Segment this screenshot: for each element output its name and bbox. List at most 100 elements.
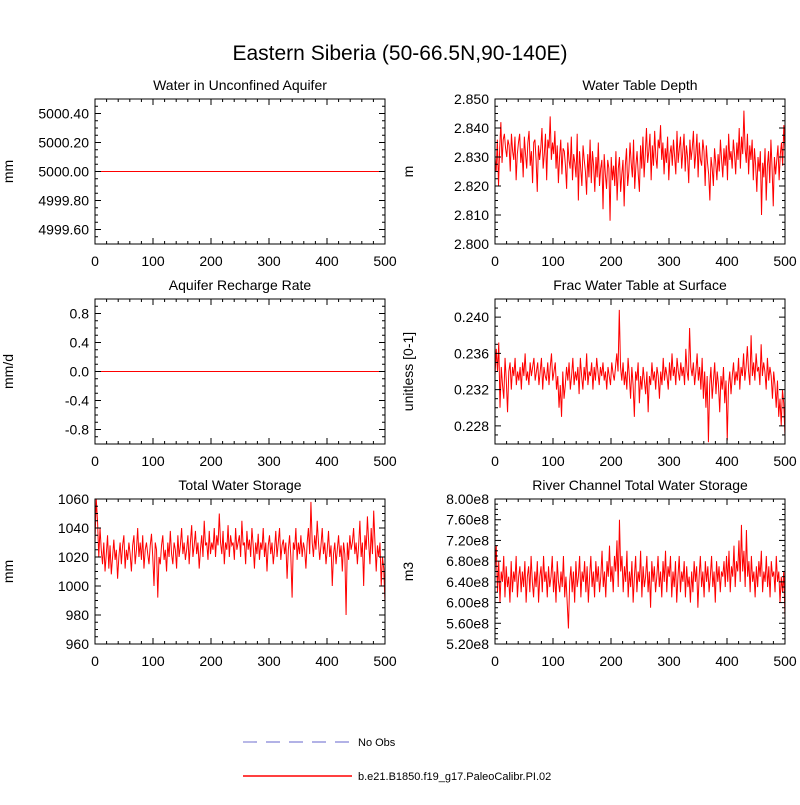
y-tick-label: 1040 — [58, 520, 89, 536]
series-line-0 — [94, 498, 386, 616]
y-tick-label: 5000.20 — [38, 135, 89, 151]
y-tick-label: 4999.80 — [38, 193, 89, 209]
x-tick-label: 0 — [491, 453, 499, 469]
x-tick-label: 500 — [373, 253, 397, 269]
y-tick-label: 5.20e8 — [446, 636, 489, 652]
panel-1: Water Table Depth m 0 100 200 300 400 500 2.800 2… — [400, 77, 797, 269]
y-tick-label: 7.60e8 — [446, 512, 489, 528]
x-tick-label: 100 — [141, 653, 165, 669]
y-tick-label: 0.240 — [454, 309, 489, 325]
y-tick-label: 2.830 — [454, 149, 489, 165]
x-tick-label: 200 — [599, 653, 623, 669]
x-tick-label: 200 — [199, 253, 223, 269]
y-tick-label: 1000 — [58, 578, 89, 594]
x-tick-label: 500 — [773, 253, 797, 269]
y-tick-label: -0.4 — [65, 393, 89, 409]
x-tick-label: 100 — [541, 453, 565, 469]
x-tick-label: 400 — [315, 453, 339, 469]
x-tick-label: 400 — [715, 253, 739, 269]
x-tick-label: 400 — [315, 253, 339, 269]
y-tick-label: 0.236 — [454, 345, 489, 361]
x-tick-label: 200 — [599, 253, 623, 269]
panel-title: Water in Unconfined Aquifer — [153, 77, 327, 93]
x-tick-label: 200 — [199, 453, 223, 469]
panel-title: River Channel Total Water Storage — [532, 477, 748, 493]
y-tick-label: 2.800 — [454, 236, 489, 252]
x-tick-label: 0 — [491, 253, 499, 269]
y-tick-label: 0.0 — [70, 364, 90, 380]
y-tick-label: 5.60e8 — [446, 615, 489, 631]
x-tick-label: 300 — [257, 253, 281, 269]
series-line-0 — [494, 309, 786, 443]
y-tick-label: 7.20e8 — [446, 532, 489, 548]
y-axis-label: mm — [0, 560, 16, 583]
figure-title: Eastern Siberia (50-66.5N,90-140E) — [232, 42, 567, 65]
panel-5: River Channel Total Water Storage m3 0 100 2… — [400, 477, 797, 669]
x-tick-label: 500 — [773, 653, 797, 669]
x-tick-label: 200 — [199, 653, 223, 669]
y-axis-label: unitless [0-1] — [400, 332, 416, 411]
panel-title: Total Water Storage — [178, 477, 301, 493]
y-tick-label: 2.850 — [454, 91, 489, 107]
y-tick-label: 2.810 — [454, 207, 489, 223]
panels: Water in Unconfined Aquifer mm 0 100 200 300 4… — [0, 77, 797, 669]
y-tick-label: 5000.00 — [38, 164, 89, 180]
panel-title: Water Table Depth — [582, 77, 697, 93]
x-tick-label: 0 — [491, 653, 499, 669]
x-tick-label: 0 — [91, 453, 99, 469]
x-tick-label: 100 — [141, 453, 165, 469]
x-tick-label: 100 — [541, 653, 565, 669]
x-tick-label: 400 — [315, 653, 339, 669]
y-tick-label: 1020 — [58, 549, 89, 565]
panel-4: Total Water Storage mm 0 100 200 300 400 500 960… — [0, 477, 397, 669]
x-tick-label: 100 — [141, 253, 165, 269]
x-tick-label: 400 — [715, 453, 739, 469]
y-tick-label: 2.820 — [454, 178, 489, 194]
series-line-0 — [494, 519, 786, 629]
panel-title: Frac Water Table at Surface — [553, 277, 727, 293]
y-tick-label: 5000.40 — [38, 106, 89, 122]
x-tick-label: 300 — [657, 453, 681, 469]
x-tick-label: 300 — [657, 253, 681, 269]
y-tick-label: 0.8 — [70, 306, 90, 322]
x-tick-label: 300 — [257, 653, 281, 669]
x-tick-label: 400 — [715, 653, 739, 669]
x-tick-label: 0 — [91, 253, 99, 269]
y-tick-label: 6.80e8 — [446, 553, 489, 569]
y-tick-label: 1060 — [58, 491, 89, 507]
panel-2: Aquifer Recharge Rate mm/d 0 100 200 300 400 50… — [0, 277, 397, 469]
panel-title: Aquifer Recharge Rate — [169, 277, 312, 293]
y-tick-label: 960 — [66, 636, 90, 652]
legend-label-0: No Obs — [358, 737, 396, 749]
legend: No Obs b.e21.B1850.f19_g17.PaleoCalibr.PI… — [243, 737, 551, 783]
y-tick-label: 2.840 — [454, 120, 489, 136]
y-tick-label: 8.00e8 — [446, 491, 489, 507]
panel-0: Water in Unconfined Aquifer mm 0 100 200 300 4… — [0, 77, 397, 269]
panel-3: Frac Water Table at Surface unitless [0-1… — [400, 277, 797, 469]
plot-frame — [94, 498, 386, 645]
y-tick-label: 6.40e8 — [446, 574, 489, 590]
y-tick-label: -0.8 — [65, 422, 89, 438]
x-tick-label: 200 — [599, 453, 623, 469]
y-tick-label: 980 — [66, 607, 90, 623]
x-tick-label: 500 — [773, 453, 797, 469]
y-tick-label: 6.00e8 — [446, 595, 489, 611]
series-line-0 — [494, 110, 786, 221]
legend-label-1: b.e21.B1850.f19_g17.PaleoCalibr.PI.02 — [358, 771, 551, 783]
y-axis-label: mm — [0, 160, 16, 183]
x-tick-label: 300 — [657, 653, 681, 669]
x-tick-label: 0 — [91, 653, 99, 669]
y-axis-label: m3 — [400, 562, 416, 582]
y-tick-label: 0.4 — [70, 335, 90, 351]
x-tick-label: 500 — [373, 653, 397, 669]
y-tick-label: 0.228 — [454, 418, 489, 434]
y-axis-label: mm/d — [0, 354, 16, 389]
y-tick-label: 4999.60 — [38, 222, 89, 238]
y-axis-label: m — [400, 166, 416, 178]
y-tick-label: 0.232 — [454, 382, 489, 398]
x-tick-label: 300 — [257, 453, 281, 469]
x-tick-label: 100 — [541, 253, 565, 269]
x-tick-label: 500 — [373, 453, 397, 469]
